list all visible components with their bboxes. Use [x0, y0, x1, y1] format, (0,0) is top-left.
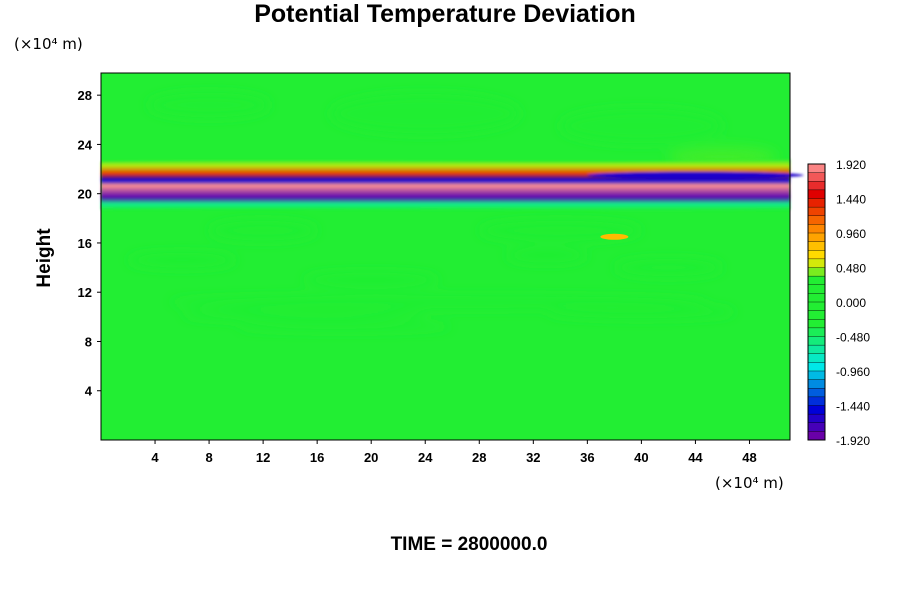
- y-tick-label: 20: [78, 187, 92, 202]
- colorbar-tick-label: -1.920: [836, 434, 870, 448]
- colorbar-ticks: 1.920 1.440 0.960 0.480 0.000 -0.480 -0.960 -1.…: [836, 158, 870, 448]
- field-texture: [128, 92, 777, 331]
- x-tick-label: 24: [418, 450, 433, 465]
- colorbar-segment: [807, 250, 826, 260]
- x-tick-label: 16: [310, 450, 324, 465]
- colorbar-segment: [807, 284, 826, 294]
- colorbar: [807, 163, 826, 441]
- colorbar-tick-label: 0.480: [836, 262, 866, 276]
- colorbar-segment: [807, 413, 826, 424]
- chart-title: Potential Temperature Deviation: [254, 0, 636, 28]
- field-blob: [209, 220, 318, 241]
- x-tick-label: 20: [364, 450, 378, 465]
- x-tick-label: 36: [580, 450, 594, 465]
- field-blob: [506, 247, 588, 263]
- colorbar-segment: [807, 198, 826, 208]
- colorbar-segment: [807, 258, 826, 269]
- colorbar-segment: [807, 301, 826, 312]
- colorbar-tick-label: 0.000: [836, 296, 866, 310]
- x-tick-label: 8: [205, 450, 212, 465]
- field-blob: [614, 258, 723, 277]
- field-blob: [546, 305, 736, 319]
- y-tick-label: 28: [78, 88, 92, 103]
- colorbar-segment: [807, 189, 826, 200]
- x-tick-label: 28: [472, 450, 486, 465]
- x-tick-label: 40: [634, 450, 648, 465]
- colorbar-segment: [807, 206, 826, 217]
- colorbar-segment: [807, 275, 826, 286]
- field-blob: [330, 93, 520, 134]
- x-tick-label: 48: [742, 450, 756, 465]
- y-axis-label: Height: [34, 228, 55, 288]
- colorbar-segment: [807, 267, 826, 277]
- y-tick-label: 12: [78, 285, 92, 300]
- colorbar-segment: [807, 163, 826, 174]
- colorbar-segment: [807, 232, 826, 243]
- colorbar-segment: [807, 370, 826, 381]
- field-blob: [128, 252, 237, 268]
- field-blob: [148, 92, 270, 118]
- field-blob: [560, 108, 723, 144]
- colorbar-segment: [807, 396, 826, 407]
- x-axis-ticks: 4 8 12 16 20 24 28 32 36 40 44 48: [151, 440, 757, 465]
- inversion-band: [101, 159, 790, 211]
- colorbar-segment: [807, 215, 826, 225]
- x-tick-label: 4: [151, 450, 159, 465]
- y-unit-label: (×10⁴ m): [14, 35, 83, 53]
- colorbar-segment: [807, 344, 826, 355]
- colorbar-segment: [807, 310, 826, 320]
- colorbar-tick-label: 1.440: [836, 193, 866, 207]
- y-axis-ticks: 4 8 12 16 20 24 28: [78, 88, 101, 399]
- colorbar-segment: [807, 379, 826, 389]
- colorbar-segment: [807, 405, 826, 415]
- y-tick-label: 8: [85, 334, 92, 349]
- colorbar-segment: [807, 353, 826, 363]
- inversion-layer: [101, 159, 804, 211]
- colorbar-segment: [807, 327, 826, 338]
- colorbar-segment: [807, 336, 826, 346]
- y-tick-label: 4: [85, 384, 93, 399]
- time-label: TIME = 2800000.0: [391, 534, 548, 555]
- patch-mark: [600, 233, 629, 240]
- colorbar-segment: [807, 224, 826, 234]
- field-blob: [168, 295, 709, 309]
- field-blob: [479, 220, 642, 241]
- colorbar-segment: [807, 319, 826, 329]
- colorbar-segment: [807, 181, 826, 191]
- x-tick-label: 44: [688, 450, 703, 465]
- colorbar-segment: [807, 172, 826, 182]
- field-blob: [236, 323, 453, 331]
- colorbar-segment: [807, 293, 826, 303]
- colorbar-frame: [807, 163, 826, 441]
- colorbar-segment: [807, 431, 826, 441]
- colorbar-segment: [807, 388, 826, 398]
- y-tick-label: 16: [78, 236, 92, 251]
- colorbar-segment: [807, 422, 826, 432]
- y-tick-label: 24: [78, 137, 93, 152]
- plot-area: [100, 72, 804, 441]
- negative-band-right: [587, 171, 804, 179]
- field-blob: [303, 272, 439, 288]
- positive-patch: [600, 233, 629, 240]
- colorbar-tick-label: 0.960: [836, 227, 866, 241]
- plot-frame: [100, 72, 791, 441]
- colorbar-segment: [807, 241, 826, 251]
- colorbar-tick-label: 1.920: [836, 158, 866, 172]
- field-blob: [182, 308, 426, 321]
- colorbar-segment: [807, 362, 826, 372]
- colorbar-tick-label: -0.480: [836, 331, 870, 345]
- x-tick-label: 32: [526, 450, 540, 465]
- x-unit-label: (×10⁴ m): [715, 474, 784, 492]
- colorbar-tick-label: -1.440: [836, 400, 870, 414]
- colorbar-tick-label: -0.960: [836, 365, 870, 379]
- x-tick-label: 12: [256, 450, 270, 465]
